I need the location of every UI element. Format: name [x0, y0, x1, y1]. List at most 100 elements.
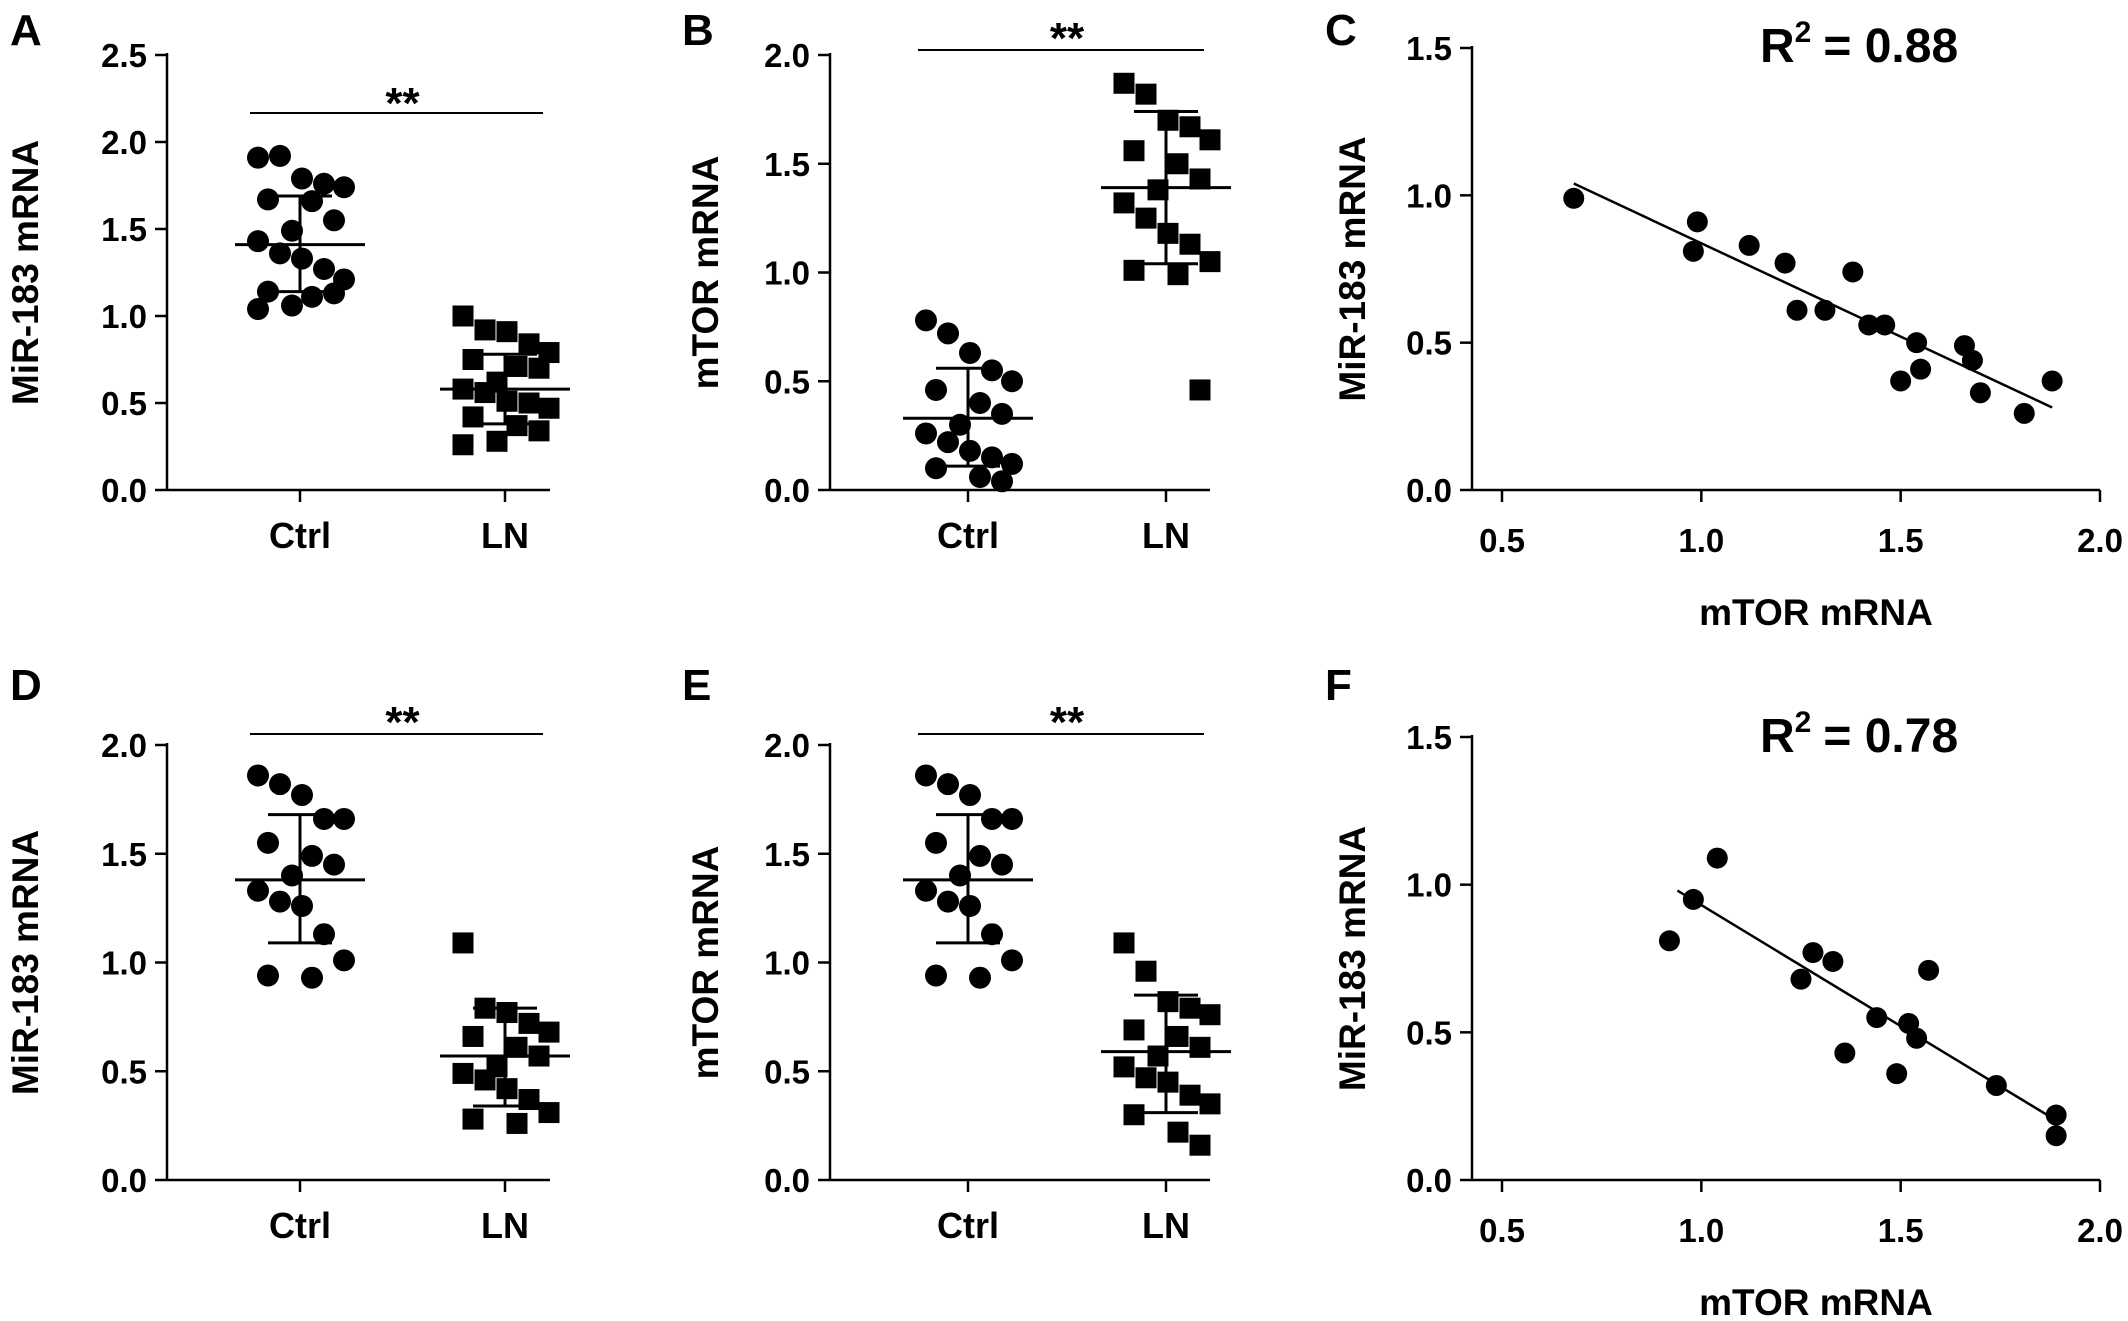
data-point: [506, 415, 528, 437]
r-squared-label: R2 = 0.88: [1760, 16, 1958, 73]
y-tick-label: 0.0: [764, 472, 810, 509]
data-point: [1969, 382, 1991, 404]
data-point: [301, 285, 323, 308]
x-category-label: Ctrl: [269, 515, 331, 556]
data-point: [1113, 192, 1135, 214]
data-point: [496, 1078, 518, 1100]
panel-e: E 0.0 0.5 1.0 1.5 2.0 mTOR mRNA Ctrl LN **: [682, 661, 1231, 1246]
data-point: [1167, 1121, 1189, 1143]
data-point: [991, 402, 1013, 425]
data-point: [1189, 379, 1211, 401]
data-point: [462, 1025, 484, 1047]
y-tick-label: 0.5: [101, 385, 147, 422]
data-point: [1123, 140, 1145, 162]
data-point: [313, 172, 335, 195]
data-point: [1167, 153, 1189, 175]
data-point: [1123, 1104, 1145, 1126]
data-point: [247, 764, 269, 787]
data-point: [452, 1062, 474, 1084]
x-tick-label: 1.0: [1678, 522, 1724, 559]
y-axis-title: mTOR mRNA: [685, 846, 726, 1080]
data-point: [1199, 1004, 1221, 1026]
panel-letter: A: [10, 6, 42, 55]
data-point: [915, 309, 937, 332]
y-tick-label: 1.5: [101, 836, 147, 873]
data-point: [1886, 1063, 1908, 1085]
data-point: [291, 894, 313, 917]
y-tick-label: 2.5: [101, 37, 147, 74]
panel-letter: B: [682, 6, 714, 55]
data-point: [1157, 222, 1179, 244]
data-point: [291, 167, 313, 190]
x-tick-label: 0.5: [1479, 1212, 1525, 1249]
x-category-label: LN: [481, 1205, 529, 1246]
data-point: [323, 853, 345, 876]
x-tick-label: 2.0: [2077, 1212, 2123, 1249]
y-tick-label: 0.0: [101, 1162, 147, 1199]
x-tick-label: 2.0: [2077, 522, 2123, 559]
data-point: [1189, 168, 1211, 190]
regression-line: [1573, 182, 2053, 409]
y-axis-title: MiR-183 mRNA: [5, 140, 46, 405]
data-point: [915, 422, 937, 445]
data-point: [1135, 960, 1157, 982]
data-point: [1157, 1071, 1179, 1093]
y-tick-label: 1.5: [1406, 719, 1452, 756]
y-tick-label: 1.5: [101, 211, 147, 248]
data-point: [1774, 252, 1796, 274]
data-point: [474, 1069, 496, 1091]
data-point: [925, 831, 947, 854]
y-tick-label: 0.0: [1406, 1162, 1452, 1199]
data-point: [452, 434, 474, 456]
x-category-label: Ctrl: [937, 1205, 999, 1246]
data-point: [937, 322, 959, 345]
data-point: [1786, 299, 1808, 321]
data-point: [269, 890, 291, 913]
data-point: [1706, 847, 1728, 869]
data-point: [291, 247, 313, 270]
y-tick-label: 2.0: [764, 727, 810, 764]
data-point: [1858, 314, 1880, 336]
x-tick-label: 1.5: [1878, 522, 1924, 559]
y-tick-label: 0.0: [764, 1162, 810, 1199]
data-point: [496, 1002, 518, 1024]
x-axis-title: mTOR mRNA: [1699, 1282, 1933, 1321]
panel-d: D 0.0 0.5 1.0 1.5 2.0 MiR-183 mRNA Ctrl LN **: [5, 661, 570, 1246]
data-point: [991, 470, 1013, 493]
y-axis-title: MiR-183 mRNA: [1332, 136, 1373, 401]
data-point: [1563, 187, 1585, 209]
data-point: [981, 359, 1003, 382]
data-point: [2045, 1104, 2067, 1126]
y-tick-label: 1.0: [1406, 867, 1452, 904]
data-point: [301, 190, 323, 213]
y-tick-label: 1.5: [764, 836, 810, 873]
data-point: [496, 321, 518, 343]
data-point: [313, 923, 335, 946]
data-point: [1682, 888, 1704, 910]
data-point: [925, 457, 947, 480]
panel-letter: D: [10, 661, 42, 710]
panel-a: A 0.0 0.5 1.0 1.5 2.0 2.5 MiR-183 mRNA Ctrl LN **: [5, 6, 570, 556]
data-point: [1167, 1025, 1189, 1047]
x-category-label: Ctrl: [269, 1205, 331, 1246]
data-point: [1822, 950, 1844, 972]
panel-f: F 0.0 0.5 1.0 1.5 MiR-183 mRNA 0.5 1.0 1.5 2.0 mTO…: [1325, 661, 2123, 1321]
data-point: [462, 1108, 484, 1130]
data-point: [959, 341, 981, 364]
data-point: [538, 1102, 560, 1124]
data-point: [959, 439, 981, 462]
data-point: [1199, 251, 1221, 273]
data-point: [1001, 949, 1023, 972]
data-point: [1135, 83, 1157, 105]
data-point: [1906, 332, 1928, 354]
data-point: [937, 431, 959, 454]
data-point: [269, 242, 291, 265]
x-category-label: Ctrl: [937, 515, 999, 556]
data-point: [1179, 233, 1201, 255]
y-tick-label: 1.5: [1406, 30, 1452, 67]
data-point: [1738, 234, 1760, 256]
y-tick-label: 1.0: [101, 298, 147, 335]
data-point: [925, 378, 947, 401]
data-point: [269, 773, 291, 796]
